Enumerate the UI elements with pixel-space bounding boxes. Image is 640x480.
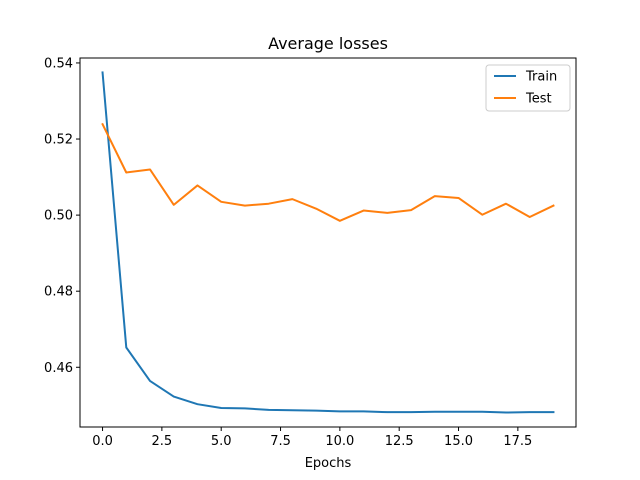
x-tick-label: 17.5 <box>503 434 532 449</box>
y-tick-label: 0.50 <box>44 209 73 224</box>
x-tick-label: 7.5 <box>270 434 291 449</box>
x-tick-label: 2.5 <box>152 434 173 449</box>
series-line-train <box>101 71 555 414</box>
legend-label-test: Test <box>525 92 552 107</box>
plot-area: 0.0 2.5 5.0 7.5 10.0 12.5 15.0 17.5 0.46 0.48 0.50… <box>44 34 577 471</box>
y-tick-label: 0.46 <box>44 361 73 376</box>
series-line-test <box>101 122 555 222</box>
legend-label-train: Train <box>525 70 557 85</box>
x-axis-label: Epochs <box>305 456 352 471</box>
x-tick-label: 5.0 <box>211 434 232 449</box>
y-tick-label: 0.48 <box>44 285 73 300</box>
y-tick-label: 0.52 <box>44 133 73 148</box>
x-tick-label: 15.0 <box>444 434 473 449</box>
y-tick-label: 0.54 <box>44 56 73 71</box>
x-tick-label: 10.0 <box>325 434 354 449</box>
axes-frame <box>79 57 577 428</box>
chart-title: Average losses <box>268 34 388 53</box>
x-tick-label: 0.0 <box>92 434 113 449</box>
x-tick-label: 12.5 <box>385 434 414 449</box>
